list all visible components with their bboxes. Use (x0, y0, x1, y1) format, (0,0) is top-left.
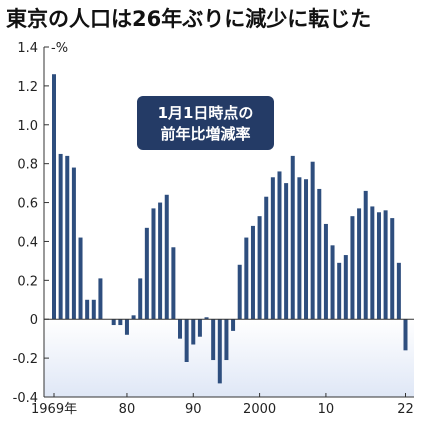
bar (211, 319, 216, 361)
bar (178, 319, 183, 339)
bar (317, 188, 322, 320)
bar (144, 227, 149, 320)
bar (390, 218, 395, 320)
bar (370, 206, 375, 320)
y-tick-label: -0.2 (13, 352, 38, 367)
bar (257, 216, 262, 320)
y-tick-label: 1.2 (17, 80, 38, 95)
bar (111, 319, 116, 326)
bar (363, 190, 368, 320)
chart-title: 東京の人口は26年ぶりに減少に転じた (6, 7, 372, 31)
bar (396, 262, 401, 320)
bar (383, 210, 388, 320)
bar (250, 225, 255, 320)
bar (290, 155, 295, 320)
y-tick-label: 1.4 (17, 41, 38, 56)
bar (217, 319, 222, 384)
y-unit-label: -% (51, 41, 68, 56)
bar (277, 171, 282, 320)
y-tick-label: 1.0 (17, 119, 38, 134)
annotation-box (137, 96, 274, 150)
bar (78, 237, 83, 320)
y-tick-label: 0 (30, 313, 38, 328)
bar (297, 177, 302, 320)
bar (310, 161, 315, 320)
bar (118, 319, 123, 326)
bar (71, 167, 76, 320)
y-tick-label: -0.4 (13, 391, 38, 406)
bar (164, 194, 169, 320)
bar (58, 153, 63, 320)
bar (85, 299, 90, 320)
bar (237, 264, 242, 320)
bar (357, 208, 362, 320)
y-tick-label: 0.8 (17, 158, 38, 173)
bar (184, 319, 189, 362)
bar (403, 319, 408, 351)
bar (158, 202, 163, 320)
bar (98, 278, 103, 320)
bar (151, 208, 156, 320)
bar (323, 223, 328, 320)
bar (52, 74, 56, 320)
bar (376, 212, 381, 320)
bar (304, 179, 309, 320)
y-tick-label: 0.2 (17, 274, 38, 289)
bar (65, 155, 70, 320)
bar (231, 319, 236, 331)
bar (270, 177, 275, 320)
bar (350, 216, 355, 320)
negative-region-band (44, 319, 414, 397)
bar (337, 262, 342, 320)
bar (244, 237, 249, 320)
x-tick-label: 90 (185, 402, 202, 417)
bar (330, 245, 335, 320)
bar (343, 255, 348, 320)
bar (264, 196, 269, 320)
x-tick-label: 22 (397, 402, 414, 417)
bar (224, 319, 229, 361)
y-tick-label: 0.4 (17, 235, 38, 250)
x-tick-label: 80 (119, 402, 136, 417)
bar (131, 315, 136, 320)
y-tick-label: 0.6 (17, 197, 38, 212)
annotation-text: 1月1日時点の (158, 104, 254, 122)
bar (197, 319, 202, 337)
bar (204, 317, 209, 320)
x-tick-label: 10 (318, 402, 335, 417)
bar (124, 319, 129, 335)
bar (191, 319, 196, 345)
x-tick-label: 2000 (243, 402, 276, 417)
bar (284, 183, 289, 320)
bar (171, 247, 176, 320)
bar (138, 278, 143, 320)
x-tick-label: 1969年 (31, 402, 77, 417)
bar (91, 299, 96, 320)
annotation-text: 前年比増減率 (160, 125, 250, 143)
